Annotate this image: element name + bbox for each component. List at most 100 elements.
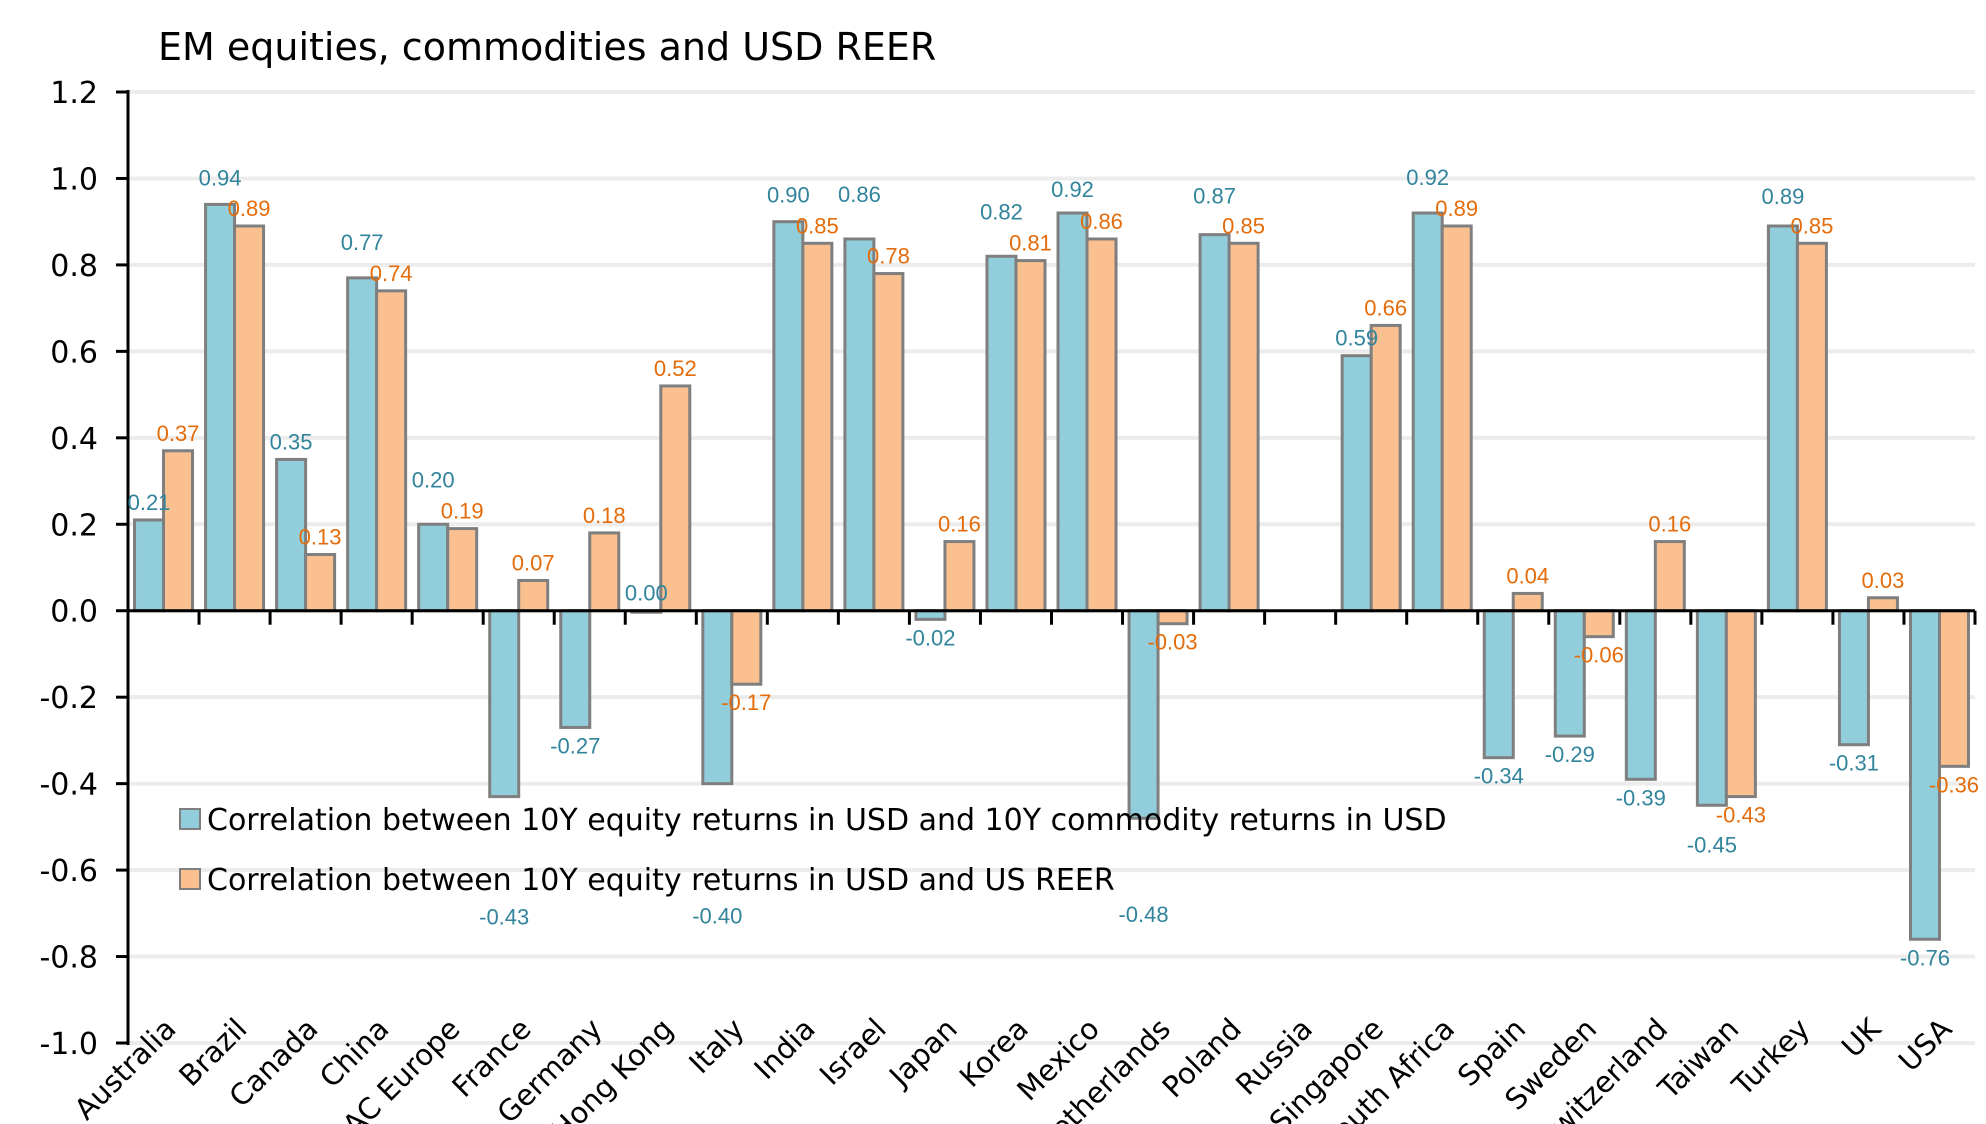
bar-reer [1582,609,1615,639]
bar-reer [659,384,692,613]
bar-commodity [559,609,592,729]
data-label-reer: 0.89 [1435,196,1478,221]
data-label-reer: 0.85 [796,213,839,238]
data-label-reer: 0.03 [1862,568,1905,593]
bar-commodity [843,237,876,613]
bar-commodity [1340,354,1373,613]
data-label-reer: 0.04 [1506,563,1549,588]
bar-reer [1085,237,1118,613]
y-tick-label: 0.2 [50,508,98,543]
data-label-commodity: 0.92 [1051,177,1094,202]
bar-reer [1156,609,1189,626]
data-label-commodity: -0.43 [479,905,529,930]
bar-reer [233,224,266,613]
legend-label-reer: Correlation between 10Y equity returns i… [207,863,1115,898]
chart-title: EM equities, commodities and USD REER [158,25,936,69]
data-label-reer: 0.18 [583,503,626,528]
legend-label-commodity: Correlation between 10Y equity returns i… [207,803,1447,838]
data-label-reer: 0.85 [1222,213,1265,238]
bar-reer [730,609,763,686]
bar-commodity [701,609,734,786]
bar-reer [943,540,976,613]
bar-reer [517,578,550,613]
data-label-reer: 0.37 [157,421,200,446]
data-label-reer: 0.86 [1080,209,1123,234]
legend: Correlation between 10Y equity returns i… [179,803,1447,898]
data-label-commodity: 0.21 [128,490,171,515]
x-tick-label: Poland [1156,1012,1249,1105]
bar-reer [1014,259,1047,613]
y-tick-label: 0.6 [50,335,98,370]
bar-commodity [1411,211,1444,613]
y-tick-label: 0.8 [50,249,98,284]
y-tick-label: -0.8 [39,941,98,976]
data-label-reer: 0.52 [654,356,697,381]
bar-commodity [346,276,379,613]
bar-reer [1937,609,1970,768]
data-label-reer: 0.16 [1648,512,1691,537]
bar-reer [1440,224,1473,613]
bar-reer [1227,241,1260,613]
data-label-commodity: -0.48 [1118,902,1168,927]
bar-reer [375,289,408,613]
data-label-commodity: 0.77 [341,230,384,255]
y-tick-label: 1.0 [50,162,98,197]
bar-reer [304,553,337,613]
data-label-commodity: 0.94 [199,165,242,190]
bar-commodity [204,202,237,613]
bar-commodity [1482,609,1515,760]
bar-commodity [488,609,521,799]
data-label-commodity: -0.40 [692,904,742,929]
data-label-commodity: 0.90 [767,183,810,208]
bar-reer [1866,596,1899,613]
data-label-commodity: -0.76 [1900,945,1950,970]
bar-reer [588,531,621,613]
bar-commodity [1695,609,1728,807]
data-labels: 0.37 0.21 0.89 0.94 0.13 0.35 0.74 0.77 0.19 0.20… [128,165,1979,970]
legend-swatch-commodity [179,808,201,830]
y-tick-label: 1.2 [50,76,98,111]
y-tick-label: 0.4 [50,422,98,457]
bar-reer [1369,323,1402,613]
data-label-reer: 0.07 [512,550,555,575]
x-tick-label: Israel [813,1012,893,1092]
bar-reer [446,527,479,613]
data-label-reer: 0.89 [228,196,271,221]
data-label-commodity: -0.02 [905,625,955,650]
data-label-reer: 0.81 [1009,231,1052,256]
bar-reer [801,241,834,613]
x-tick-label: India [747,1012,821,1086]
data-label-commodity: -0.29 [1545,742,1595,767]
data-label-commodity: 0.82 [980,199,1023,224]
x-tick-label: Taiwan [1651,1012,1745,1106]
bar-commodity [1553,609,1586,738]
data-label-reer: 0.13 [299,525,342,550]
y-tick-label: -0.4 [39,768,98,803]
data-label-commodity: 0.87 [1193,184,1236,209]
y-tick-label: 0.0 [50,595,98,630]
data-label-commodity: 0.00 [625,581,668,606]
data-label-commodity: 0.86 [838,182,881,207]
x-tick-label: UK [1835,1011,1888,1064]
bar-commodity [1766,224,1799,613]
bar-reer [1653,540,1686,613]
y-tick-label: -0.6 [39,854,98,889]
data-label-commodity: 0.92 [1406,165,1449,190]
data-label-commodity: -0.31 [1829,751,1879,776]
bar-commodity [985,254,1018,613]
data-label-reer: 0.74 [370,261,413,286]
data-label-commodity: 0.89 [1761,184,1804,209]
data-label-reer: -0.06 [1574,643,1624,668]
data-label-reer: -0.03 [1147,630,1197,655]
data-label-reer: 0.16 [938,512,981,537]
bar-commodity [1624,609,1657,781]
bar-reer [1724,609,1757,799]
bar-commodity [417,522,450,613]
data-label-commodity: -0.34 [1474,764,1524,789]
bar-commodity [772,220,805,613]
x-tick-label: USA [1892,1012,1959,1079]
data-label-reer: -0.36 [1929,772,1979,797]
data-label-reer: 0.85 [1790,213,1833,238]
